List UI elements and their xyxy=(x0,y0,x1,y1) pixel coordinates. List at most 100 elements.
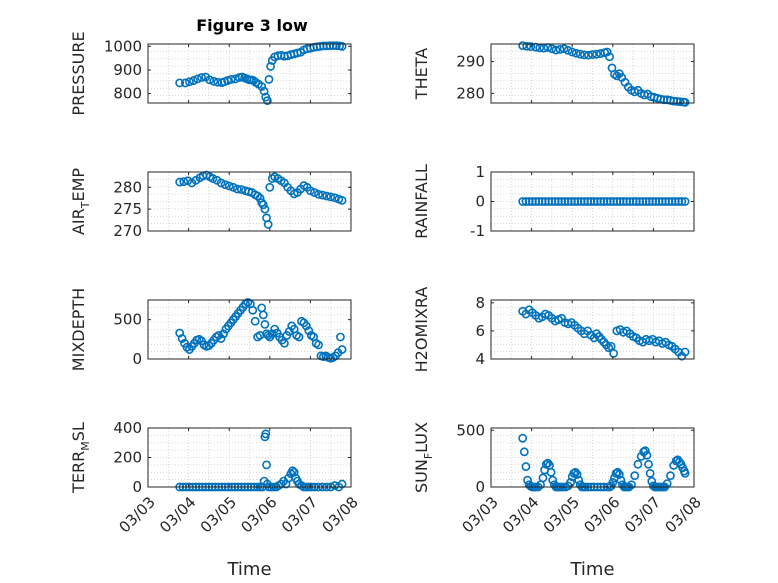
data-point xyxy=(264,75,274,84)
data-point xyxy=(614,470,624,479)
data-point xyxy=(612,71,622,81)
data-point xyxy=(205,75,215,85)
data-point xyxy=(204,341,214,351)
data-point xyxy=(265,182,275,192)
y-axis-label: TERRMSL xyxy=(69,422,92,494)
data-point xyxy=(538,473,548,483)
data-point xyxy=(636,451,646,461)
data-point xyxy=(260,319,270,329)
y-label-main: RAINFALL xyxy=(412,164,431,239)
data-point xyxy=(250,316,260,326)
axes-box xyxy=(147,43,352,104)
x-axis-label: Time xyxy=(226,559,271,580)
data-point xyxy=(559,44,569,54)
y-label-tail: LUX xyxy=(412,422,431,453)
data-point xyxy=(189,76,198,85)
y-label-subscript: T xyxy=(79,201,92,209)
data-point xyxy=(224,181,234,191)
data-point xyxy=(175,177,185,187)
data-point xyxy=(547,44,557,54)
data-point xyxy=(304,326,314,336)
data-point xyxy=(219,329,228,339)
data-point xyxy=(301,321,311,331)
data-point xyxy=(314,340,323,350)
y-label-main: PRESSURE xyxy=(69,31,88,115)
data-point xyxy=(289,467,299,477)
y-axis-label: SUNFLUX xyxy=(412,422,435,493)
data-point xyxy=(575,49,585,59)
data-point xyxy=(262,96,272,106)
data-point xyxy=(518,433,528,443)
data-point xyxy=(253,191,263,201)
data-point xyxy=(592,49,601,59)
data-point xyxy=(220,180,230,190)
data-point xyxy=(680,197,690,206)
y-tick-label: 280 xyxy=(456,84,485,102)
subplot-4: -1 0 1 RAINFALL xyxy=(412,163,695,240)
data-point xyxy=(519,447,529,457)
data-point xyxy=(261,429,271,439)
y-label-main: SUN xyxy=(412,459,431,493)
x-axis-label: Time xyxy=(569,559,614,580)
data-point xyxy=(567,47,577,57)
y-label-main: THETA xyxy=(412,48,431,100)
data-point xyxy=(248,305,258,315)
data-point xyxy=(521,462,531,471)
series-markers xyxy=(518,41,690,107)
y-label-main: H2OMIXRA xyxy=(412,287,431,373)
data-point xyxy=(337,345,347,354)
data-point xyxy=(314,189,323,199)
data-point xyxy=(336,332,345,342)
data-point xyxy=(630,471,640,481)
data-point xyxy=(331,41,341,51)
data-point xyxy=(526,42,536,51)
y-tick-label: 0 xyxy=(132,478,142,496)
data-point xyxy=(228,182,238,192)
data-point xyxy=(677,197,687,206)
data-point xyxy=(680,97,690,107)
subplot-2: 280 290 THETA xyxy=(412,41,695,107)
data-point xyxy=(518,41,528,50)
y-tick-label: 6 xyxy=(475,322,485,340)
data-point xyxy=(633,459,643,469)
data-point xyxy=(280,338,289,348)
y-axis-label: RAINFALL xyxy=(412,164,431,239)
y-label-subscript: M xyxy=(79,441,92,451)
y-tick-label: 800 xyxy=(113,85,142,103)
y-tick-label: 400 xyxy=(113,419,142,437)
data-point xyxy=(330,193,340,203)
data-point xyxy=(216,334,226,343)
data-point xyxy=(288,466,297,476)
data-point xyxy=(522,41,532,51)
data-point xyxy=(175,78,185,88)
data-point xyxy=(627,480,636,490)
data-point xyxy=(680,347,690,357)
series-markers xyxy=(175,41,347,106)
data-point xyxy=(262,460,271,470)
data-point xyxy=(263,220,273,229)
data-point xyxy=(571,48,581,58)
series-markers xyxy=(175,297,347,363)
data-point xyxy=(305,186,315,196)
y-tick-label: 290 xyxy=(456,53,485,71)
data-point xyxy=(579,50,589,60)
data-point xyxy=(180,78,190,88)
data-point xyxy=(322,191,332,201)
subplot-1: 800 900 1000 PRESSURE xyxy=(69,31,352,116)
y-label-tail: SL xyxy=(69,422,88,441)
subplot-3: 270 275 280 AIRTEMP xyxy=(69,168,352,240)
y-axis-label: H2OMIXRA xyxy=(412,287,431,373)
data-point xyxy=(588,50,597,59)
y-axis-label: THETA xyxy=(412,48,431,100)
y-tick-label: 200 xyxy=(113,449,142,467)
y-tick-label: 0 xyxy=(475,478,485,496)
y-tick-label: 4 xyxy=(475,350,485,368)
y-tick-label: 900 xyxy=(113,61,142,79)
axes-box xyxy=(147,299,352,360)
y-tick-label: 275 xyxy=(113,200,142,218)
data-point xyxy=(640,446,650,456)
data-point xyxy=(209,76,219,86)
data-point xyxy=(326,192,336,202)
